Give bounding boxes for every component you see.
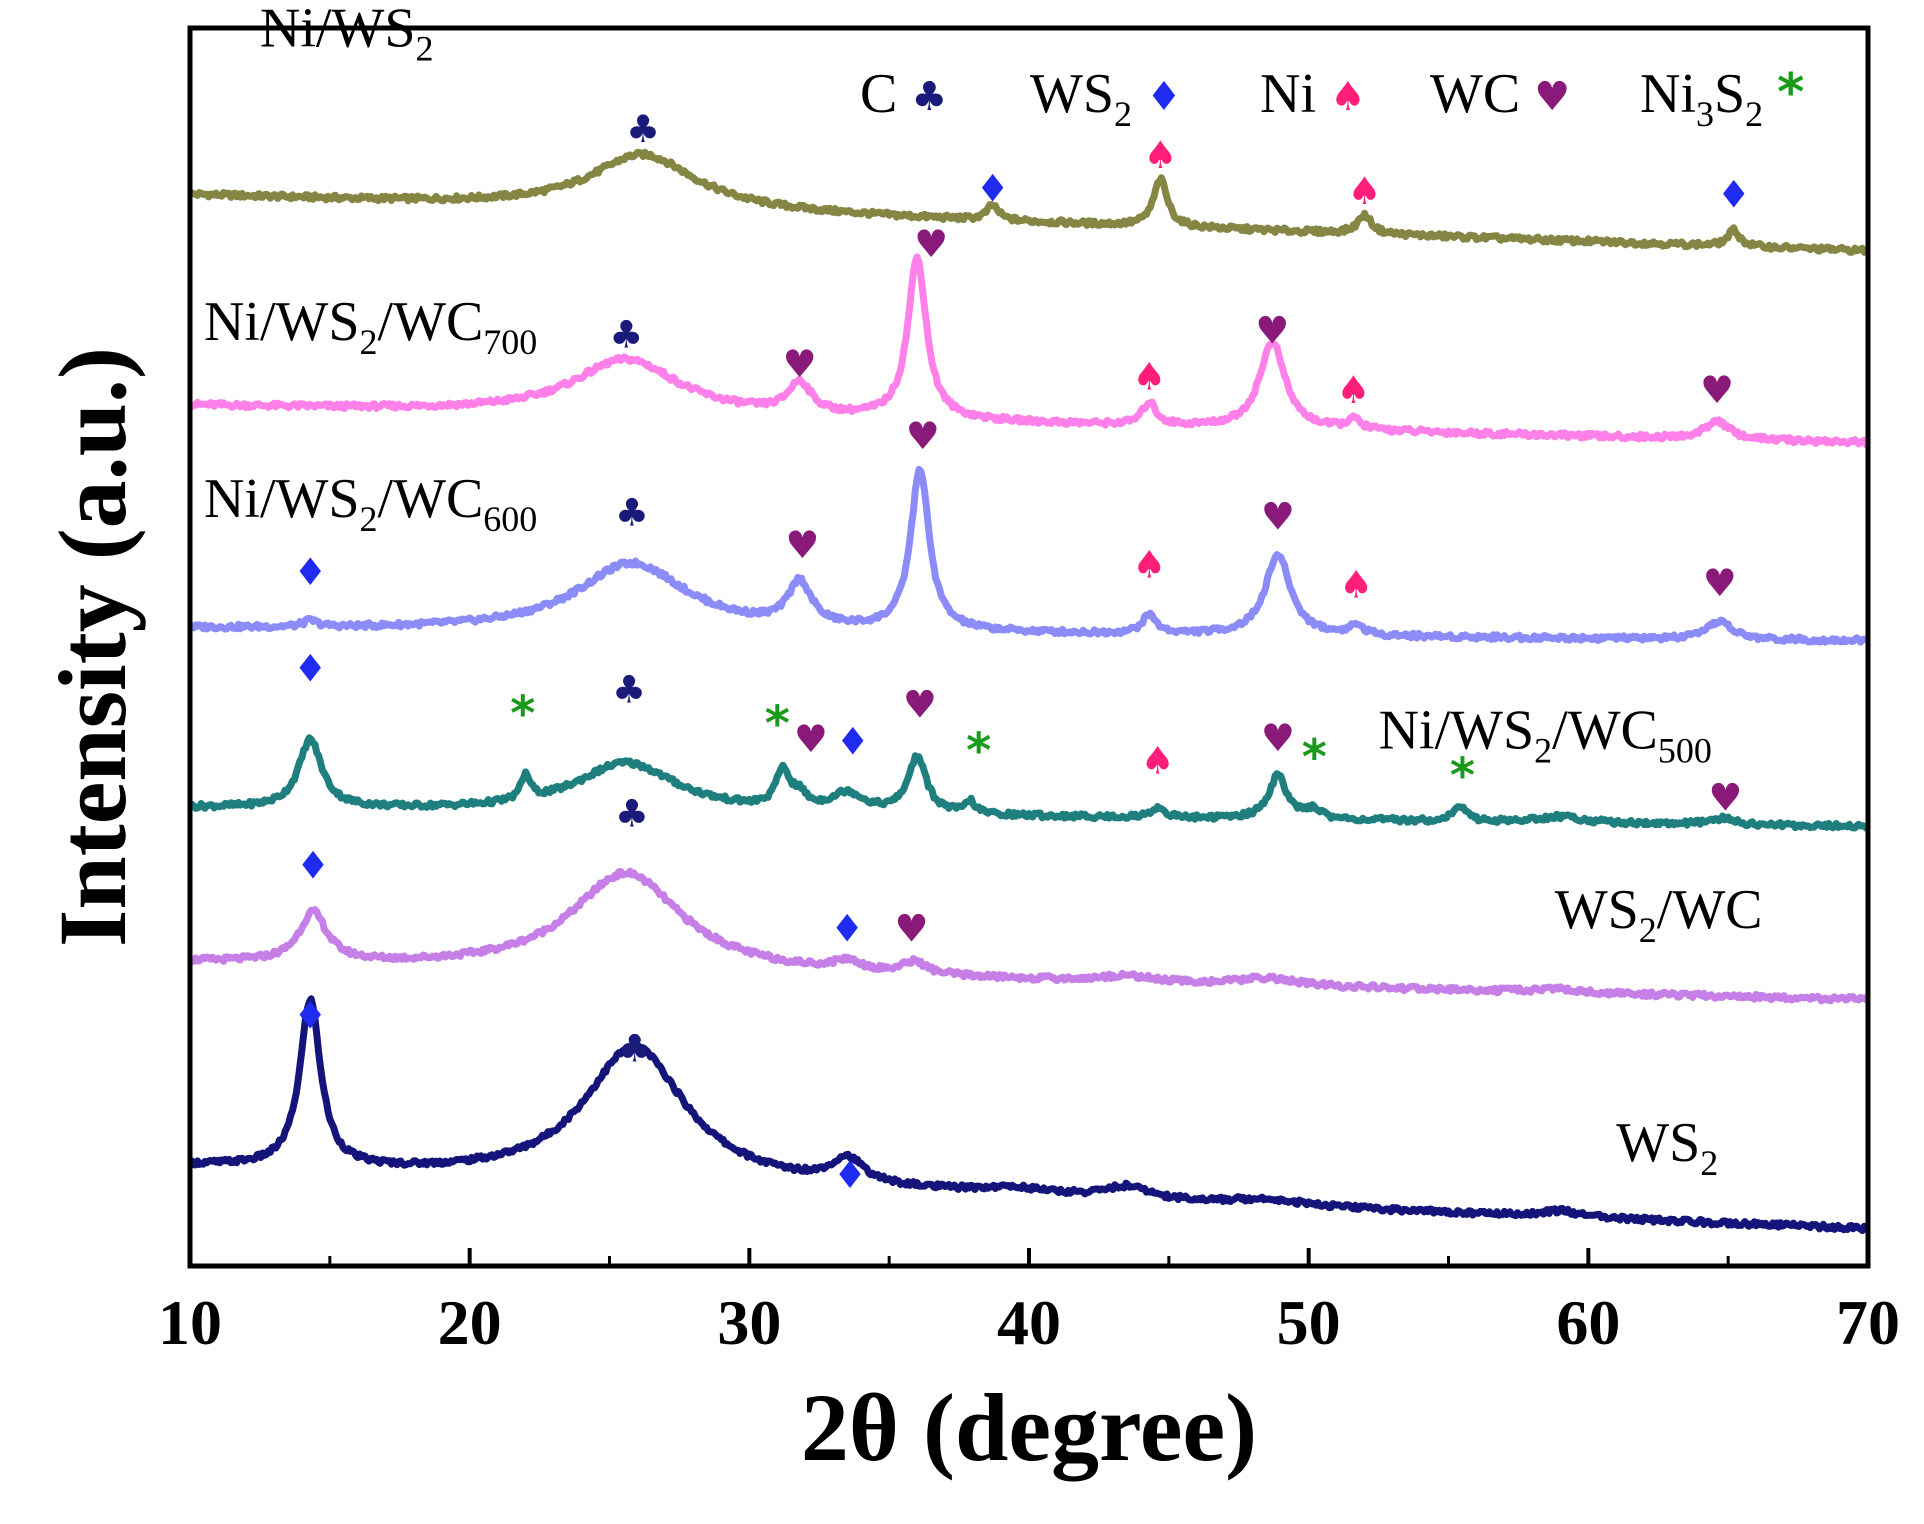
plot-frame: [187, 25, 1871, 1269]
peak-marker-wc: ♥: [1708, 775, 1742, 819]
peak-marker-wc: ♥: [903, 683, 937, 727]
series-line: [188, 995, 1871, 1235]
x-tick-label: 50: [1277, 1287, 1341, 1358]
peak-marker-c: ♣: [612, 668, 646, 712]
peak-marker-ni3s2: *: [510, 686, 535, 742]
legend: C ♣ WS2 ♦ Ni ♠ WC ♥ Ni3S2 *: [860, 63, 1804, 134]
legend-label-wc: WC: [1430, 63, 1520, 125]
series-label: Ni/WS2/WC700: [204, 291, 537, 362]
peak-marker-c: ♣: [609, 312, 643, 356]
series-line: [188, 867, 1870, 1005]
peak-marker-ws2: ♦: [976, 166, 1010, 210]
peak-marker-ni: ♠: [1348, 169, 1382, 213]
series-label: Ni/WS2/WC600: [204, 468, 537, 539]
x-axis-label: 2θ (degree): [801, 1374, 1257, 1481]
peak-marker-ni: ♠: [1143, 133, 1177, 177]
x-tick-label: 10: [158, 1287, 222, 1358]
peak-marker-wc: ♥: [906, 414, 940, 458]
peak-marker-wc: ♥: [785, 523, 819, 567]
peak-marker-ws2: ♦: [833, 1153, 867, 1197]
peak-marker-ws2: ♦: [830, 907, 864, 951]
series-label: Ni/WS2/WC500: [1379, 700, 1712, 771]
x-tick-label: 30: [717, 1287, 781, 1358]
legend-marker-c: ♣: [911, 74, 947, 120]
x-axis-ticks: 10 20 30 40 50 60 70: [158, 1248, 1900, 1358]
peak-marker-wc: ♥: [1261, 494, 1295, 538]
peak-marker-ws2: ♦: [293, 647, 327, 691]
peak-marker-ni: ♠: [1132, 354, 1166, 398]
peak-marker-ni3s2: *: [1302, 729, 1327, 785]
peak-marker-ws2: ♦: [296, 844, 330, 888]
peak-marker-ni: ♠: [1141, 738, 1175, 782]
series-line: [188, 465, 1871, 646]
peak-marker-wc: ♥: [1700, 368, 1734, 412]
peak-marker-ni: ♠: [1336, 368, 1370, 412]
peak-marker-ni: ♠: [1339, 562, 1373, 606]
peak-marker-wc: ♥: [1703, 561, 1737, 605]
peak-marker-wc: ♥: [1255, 309, 1289, 353]
legend-marker-ws2: ♦: [1146, 74, 1182, 120]
peak-marker-wc: ♥: [794, 717, 828, 761]
peak-marker-c: ♣: [618, 1027, 652, 1071]
legend-label-c: C: [860, 63, 897, 125]
peak-marker-ni: ♠: [1132, 543, 1166, 587]
peak-marker-wc: ♥: [1261, 716, 1295, 760]
series-label: WS2/WC: [1555, 879, 1763, 950]
peak-marker-c: ♣: [626, 107, 660, 151]
y-axis-label: Intensity (a.u.): [39, 347, 146, 947]
peak-marker-wc: ♥: [914, 222, 948, 266]
series-label: Ni/WS2: [260, 0, 434, 69]
series-line: [187, 148, 1870, 256]
peak-marker-c: ♣: [615, 792, 649, 836]
legend-marker-ni3s2: *: [1777, 63, 1804, 123]
peak-marker-wc: ♥: [895, 907, 929, 951]
x-tick-label: 70: [1836, 1287, 1900, 1358]
peak-marker-c: ♣: [615, 491, 649, 535]
legend-marker-wc: ♥: [1534, 74, 1570, 120]
peak-marker-ws2: ♦: [1717, 173, 1751, 217]
peak-marker-ni3s2: *: [765, 696, 790, 752]
x-tick-label: 40: [997, 1287, 1061, 1358]
x-tick-label: 60: [1556, 1287, 1620, 1358]
x-tick-label: 20: [438, 1287, 502, 1358]
legend-label-ni: Ni: [1260, 63, 1316, 125]
series-label: WS2: [1616, 1112, 1718, 1183]
series-line: [187, 734, 1871, 832]
peak-marker-ws2: ♦: [836, 720, 870, 764]
legend-label-ws2: WS2: [1030, 63, 1132, 134]
peak-marker-ni3s2: *: [1450, 748, 1475, 804]
peak-marker-wc: ♥: [783, 342, 817, 386]
legend-marker-ni: ♠: [1330, 74, 1366, 120]
series-layer: [187, 148, 1872, 1235]
peak-marker-ws2: ♦: [293, 993, 327, 1037]
peak-marker-layer: ♣♦♠♠ ♦♣♥♥ ♠♥♠ ♥♦♣♥♥ ♠♥♠ ♥♦* ♣* ♥ ♦♥* ♠♥ * * ♥♦♣♦ ♥♦♣♦: [293, 107, 1751, 1197]
legend-label-ni3s2: Ni3S2: [1640, 63, 1763, 134]
series-label-layer: Ni/WS2 Ni/WS2/WC700 Ni/WS2/WC600 Ni/WS2/WC5…: [204, 0, 1763, 1183]
series-line: [188, 253, 1872, 449]
peak-marker-ws2: ♦: [293, 550, 327, 594]
peak-marker-ni3s2: *: [966, 723, 991, 779]
